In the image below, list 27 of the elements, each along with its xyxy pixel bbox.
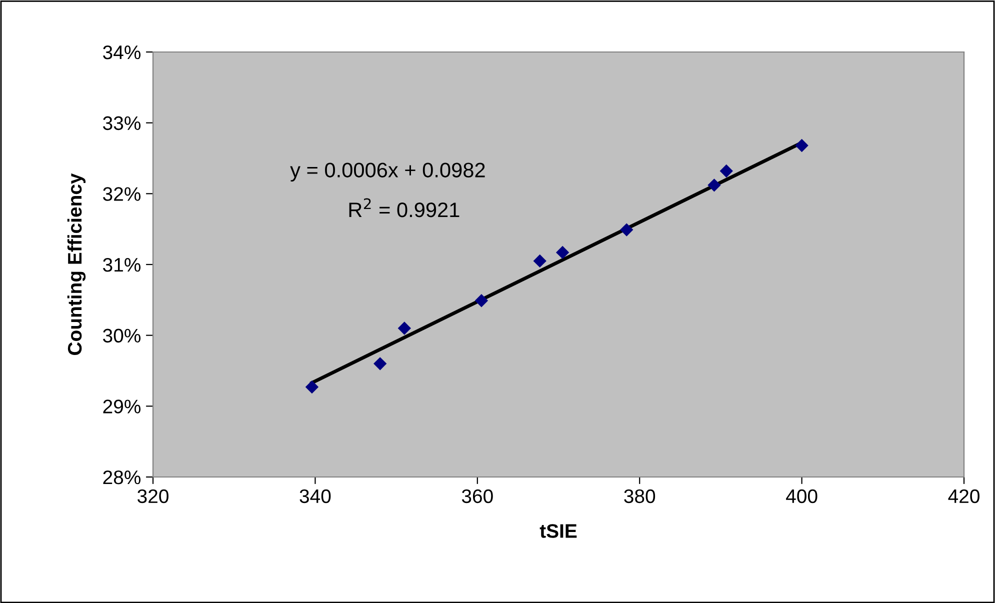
- y-axis-title: Counting Efficiency: [67, 173, 86, 355]
- x-tick-label: 400: [786, 489, 818, 504]
- point: [795, 138, 808, 152]
- point: [474, 294, 488, 308]
- point: [398, 322, 411, 335]
- x-tick-label: 380: [624, 489, 656, 504]
- point: [373, 357, 387, 370]
- y-tick-label: 33%: [103, 116, 141, 130]
- y-tick-label: 32%: [103, 187, 141, 201]
- point: [305, 380, 319, 394]
- annotation: R$^{2}$ = 0.9921: [349, 198, 460, 218]
- y-tick-label: 31%: [103, 258, 141, 272]
- point: [533, 254, 546, 268]
- y-tick-label: 29%: [103, 400, 141, 414]
- point: [556, 246, 570, 260]
- point: [720, 164, 733, 178]
- x-tick-label: 320: [138, 489, 168, 504]
- point: [708, 178, 721, 192]
- y-tick-label: 30%: [103, 328, 141, 343]
- annotation: y = 0.0006x + 0.0982: [290, 162, 485, 182]
- x-tick-label: 420: [948, 489, 980, 504]
- y-tick-label: 28%: [103, 470, 141, 484]
- x-tick-label: 340: [300, 489, 331, 504]
- x-axis-title: tSIE: [540, 524, 577, 538]
- point: [620, 223, 634, 236]
- x-tick-label: 360: [462, 489, 493, 504]
- y-tick-label: 34%: [103, 45, 141, 60]
